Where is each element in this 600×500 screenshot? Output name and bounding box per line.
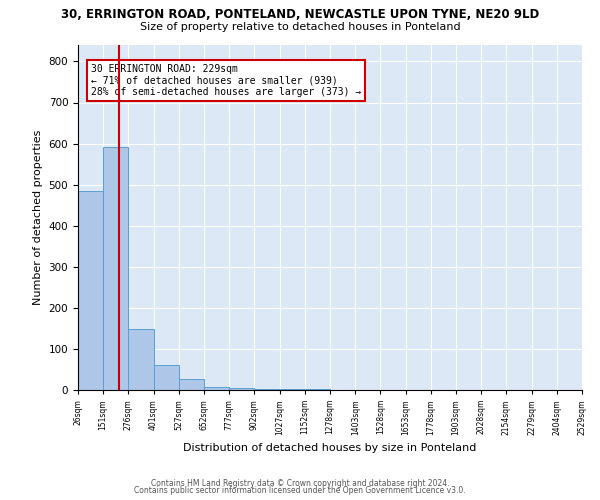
Bar (229, 388, 254, 390)
X-axis label: Distribution of detached houses by size in Ponteland: Distribution of detached houses by size … (184, 443, 476, 453)
Text: Contains public sector information licensed under the Open Government Licence v3: Contains public sector information licen… (134, 486, 466, 495)
Bar (78, 191, 103, 390)
Bar (204, 386, 229, 390)
Bar (128, 329, 154, 390)
Bar (154, 364, 179, 390)
Bar (305, 389, 330, 390)
Text: Size of property relative to detached houses in Ponteland: Size of property relative to detached ho… (140, 22, 460, 32)
Bar (179, 380, 204, 390)
Text: Contains HM Land Registry data © Crown copyright and database right 2024.: Contains HM Land Registry data © Crown c… (151, 478, 449, 488)
Text: 30 ERRINGTON ROAD: 229sqm
← 71% of detached houses are smaller (939)
28% of semi: 30 ERRINGTON ROAD: 229sqm ← 71% of detac… (91, 64, 361, 97)
Y-axis label: Number of detached properties: Number of detached properties (33, 130, 43, 305)
Bar (280, 389, 305, 390)
Bar (103, 148, 128, 390)
Text: 30, ERRINGTON ROAD, PONTELAND, NEWCASTLE UPON TYNE, NE20 9LD: 30, ERRINGTON ROAD, PONTELAND, NEWCASTLE… (61, 8, 539, 20)
Bar (254, 389, 280, 390)
